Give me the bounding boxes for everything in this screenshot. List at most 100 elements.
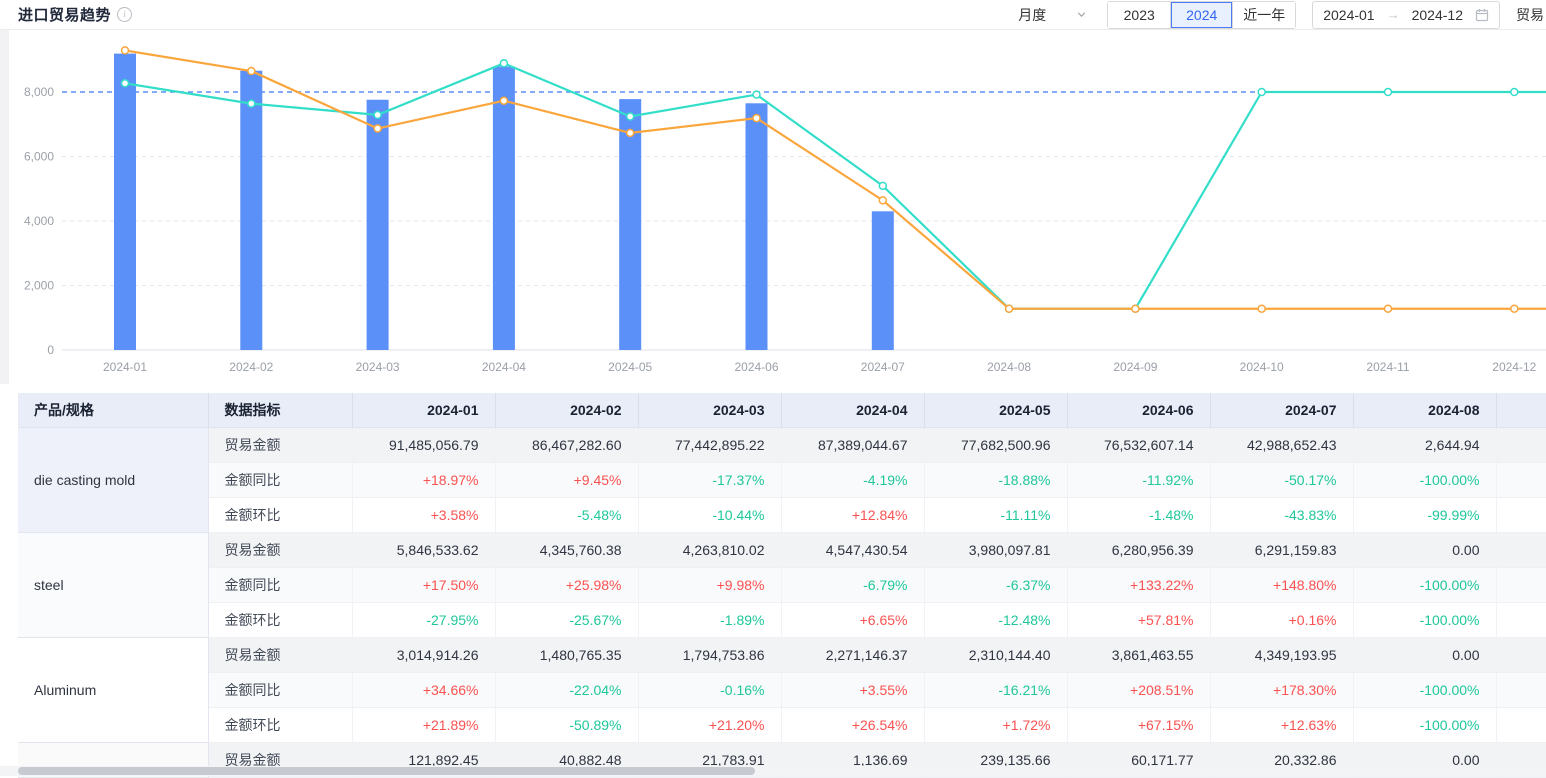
x-tick-label: 2024-07 [861,360,905,374]
value-cell: -17.37% [638,463,781,498]
value-cell: 2,310,144.40 [924,638,1067,673]
value-cell: +18.97% [352,463,495,498]
metric-label-cell: 金额同比 [208,673,352,708]
value-cell: 87,389,044.67 [781,428,924,463]
value-cell: -11.92% [1067,463,1210,498]
partial-column-cell [1496,603,1546,638]
x-tick-label: 2024-09 [1113,360,1157,374]
metric-label-cell: 金额环比 [208,603,352,638]
trade-type-label[interactable]: 贸易 [1516,5,1546,25]
product-cell[interactable]: Aluminum [18,638,208,743]
line-teal-marker [1258,89,1265,96]
x-tick-label: 2024-03 [356,360,400,374]
value-cell: 5,846,533.62 [352,533,495,568]
x-tick-label: 2024-12 [1492,360,1536,374]
partial-column-cell [1496,428,1546,463]
month-column-header: 2024-08 [1353,393,1496,428]
value-cell: -6.37% [924,568,1067,603]
partial-column-cell [1496,638,1546,673]
value-cell: +26.54% [781,708,924,743]
month-column-header: 2024-03 [638,393,781,428]
metric-label-cell: 金额环比 [208,708,352,743]
line-teal-marker [374,111,381,118]
product-cell[interactable]: steel [18,533,208,638]
page-title: 进口贸易趋势 [18,4,111,25]
value-cell: 6,291,159.83 [1210,533,1353,568]
value-cell: +3.58% [352,498,495,533]
line-teal-marker [879,182,886,189]
month-column-header: 2024-07 [1210,393,1353,428]
month-column-header: 2024-04 [781,393,924,428]
value-cell: +1.72% [924,708,1067,743]
product-column-header: 产品/规格 [18,393,208,428]
line-teal-marker [122,80,129,87]
line-teal-marker [627,113,634,120]
value-cell: 1,794,753.86 [638,638,781,673]
value-cell: 4,547,430.54 [781,533,924,568]
year-2024-button[interactable]: 2024 [1170,2,1232,28]
value-cell: 0.00 [1353,638,1496,673]
line-orange-marker [122,47,129,54]
line-orange-marker [500,97,507,104]
y-tick-label: 8,000 [24,85,54,99]
value-cell: 42,988,652.43 [1210,428,1353,463]
horizontal-scrollbar[interactable] [0,766,1546,776]
recent-year-button[interactable]: 近一年 [1232,2,1295,28]
value-cell: 3,980,097.81 [924,533,1067,568]
value-cell: 4,349,193.95 [1210,638,1353,673]
value-cell: -100.00% [1353,673,1496,708]
metric-column-header: 数据指标 [208,393,352,428]
value-cell: +3.55% [781,673,924,708]
metric-label-cell: 贸易金额 [208,638,352,673]
value-cell: 2,644.94 [1353,428,1496,463]
line-orange-marker [1385,305,1392,312]
value-cell: -100.00% [1353,708,1496,743]
value-cell: +12.63% [1210,708,1353,743]
value-cell: +34.66% [352,673,495,708]
value-cell: +208.51% [1067,673,1210,708]
value-cell: -100.00% [1353,463,1496,498]
x-tick-label: 2024-11 [1366,360,1409,374]
value-cell: +178.30% [1210,673,1353,708]
info-icon[interactable]: i [117,7,132,22]
year-2023-button[interactable]: 2023 [1108,2,1170,28]
value-cell: +12.84% [781,498,924,533]
table-row: 金额同比+34.66%-22.04%-0.16%+3.55%-16.21%+20… [18,673,1546,708]
line-teal-marker [1511,89,1518,96]
product-cell[interactable]: die casting mold [18,428,208,533]
month-column-header: 2024-06 [1067,393,1210,428]
value-cell: +25.98% [495,568,638,603]
x-tick-label: 2024-08 [987,360,1031,374]
scrollbar-thumb[interactable] [18,767,755,775]
period-select[interactable]: 月度 [1014,5,1091,25]
value-cell: 2,271,146.37 [781,638,924,673]
value-cell: -50.89% [495,708,638,743]
value-cell: -27.95% [352,603,495,638]
month-column-header: 2024-02 [495,393,638,428]
value-cell: -4.19% [781,463,924,498]
line-teal-marker [1385,89,1392,96]
value-cell: +9.45% [495,463,638,498]
value-cell: 4,263,810.02 [638,533,781,568]
bar [872,211,894,350]
table-row: 金额环比+3.58%-5.48%-10.44%+12.84%-11.11%-1.… [18,498,1546,533]
partial-column-cell [1496,533,1546,568]
line-orange-marker [1132,305,1139,312]
y-tick-label: 6,000 [24,150,54,164]
line-orange [125,50,1546,308]
y-tick-label: 2,000 [24,279,54,293]
value-cell: -12.48% [924,603,1067,638]
chevron-down-icon [1076,9,1087,20]
line-orange-marker [248,68,255,75]
value-cell: -43.83% [1210,498,1353,533]
x-tick-label: 2024-02 [229,360,273,374]
year-button-group: 2023 2024 近一年 [1107,1,1296,29]
date-range-picker[interactable]: 2024-01 → 2024-12 [1312,1,1500,29]
